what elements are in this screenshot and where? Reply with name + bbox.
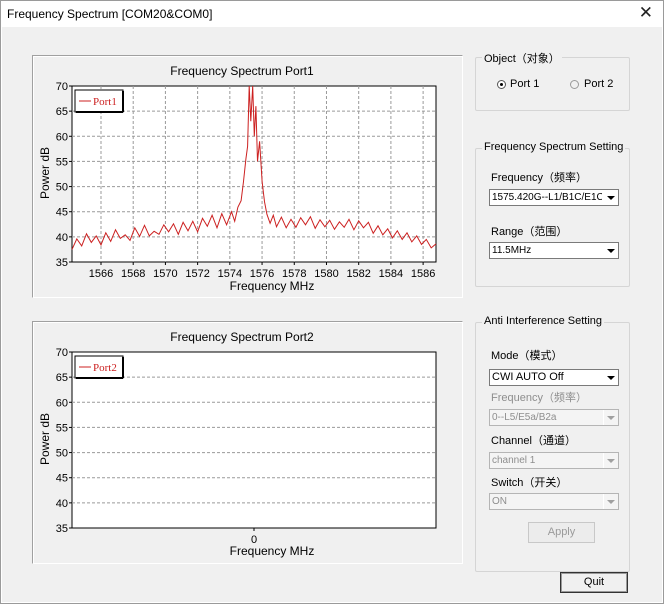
series-line-port1 [71,85,437,250]
x-tick-label: 1580 [314,268,338,280]
spectrum-setting-group: Frequency Spectrum Setting Frequency（频率）… [475,141,630,287]
ai-frequency-select-value: 0--L5/E5a/B2a [492,412,557,423]
title-bar: Frequency Spectrum [COM20&COM0] ✕ [1,1,663,27]
y-tick-label: 45 [56,207,68,219]
chevron-down-icon[interactable] [603,243,618,258]
y-tick-label: 70 [56,81,68,93]
chevron-down-icon [603,410,618,425]
x-tick-label: 1584 [379,268,403,280]
plot-area [71,351,437,529]
window-title: Frequency Spectrum [COM20&COM0] [7,7,213,21]
y-tick-label: 55 [56,422,68,434]
mode-select-value: CWI AUTO Off [492,371,564,383]
y-tick-label: 70 [56,347,68,359]
y-tick-label: 35 [56,257,68,269]
x-tick-label: 1570 [153,268,177,280]
port2-chart-panel: Frequency Spectrum Port2 Frequency MHz P… [32,321,463,564]
chevron-down-icon [603,453,618,468]
x-tick-label: 1572 [185,268,209,280]
ai-frequency-select: 0--L5/E5a/B2a [489,409,619,426]
port1-radio-label[interactable]: Port 1 [510,78,540,90]
range-select-value: 11.5MHz [492,245,532,256]
legend-label: Port1 [93,96,117,108]
mode-select[interactable]: CWI AUTO Off [489,369,619,386]
x-tick-label: 0 [251,534,257,546]
y-tick-label: 60 [56,131,68,143]
x-axis-label: Frequency MHz [230,279,315,293]
chevron-down-icon[interactable] [603,370,618,385]
port2-radio-label[interactable]: Port 2 [584,78,614,90]
range-select[interactable]: 11.5MHz [489,242,619,259]
port2-radio[interactable] [570,80,579,89]
chart-title: Frequency Spectrum Port1 [170,64,314,78]
y-axis-label: Power dB [38,147,52,199]
chevron-down-icon[interactable] [603,190,618,205]
y-tick-label: 50 [56,448,68,460]
y-tick-label: 45 [56,473,68,485]
y-tick-label: 50 [56,182,68,194]
port1-spectrum-chart: Frequency Spectrum Port1 Frequency MHz P… [38,64,437,293]
range-label: Range（范围） [491,226,568,238]
y-tick-label: 35 [56,523,68,535]
chart-title: Frequency Spectrum Port2 [170,330,314,344]
object-group-title: Object（对象） [482,50,562,66]
mode-label: Mode（模式） [491,350,563,362]
port1-chart-panel: Frequency Spectrum Port1 Frequency MHz P… [32,55,463,298]
switch-label: Switch（开关） [491,477,568,489]
x-tick-label: 1568 [121,268,145,280]
switch-select-value: ON [492,496,507,507]
channel-select: channel 1 [489,452,619,469]
channel-select-value: channel 1 [492,455,536,466]
object-group: Object（对象） Port 1 Port 2 [475,50,630,111]
anti-interference-group: Anti Interference Setting Mode（模式） CWI A… [475,315,630,572]
x-tick-label: 1576 [250,268,274,280]
y-tick-label: 55 [56,156,68,168]
ai-frequency-label: Frequency（频率） [491,392,587,404]
y-tick-label: 65 [56,106,68,118]
apply-button: Apply [528,522,595,543]
frequency-label: Frequency（频率） [491,172,587,184]
legend-label: Port2 [93,362,117,374]
frequency-select[interactable]: 1575.420G--L1/B1C/E1C [489,189,619,206]
switch-select: ON [489,493,619,510]
channel-label: Channel（通道） [491,435,576,447]
x-tick-label: 1586 [411,268,435,280]
x-tick-label: 1578 [282,268,306,280]
y-tick-label: 40 [56,498,68,510]
x-tick-label: 1574 [218,268,242,280]
x-tick-label: 1582 [346,268,370,280]
y-axis-label: Power dB [38,413,52,465]
quit-button[interactable]: Quit [560,572,628,593]
client-area: Frequency Spectrum Port1 Frequency MHz P… [2,27,662,602]
port1-radio[interactable] [497,80,506,89]
y-tick-label: 65 [56,372,68,384]
frequency-select-value: 1575.420G--L1/B1C/E1C [492,192,602,203]
x-tick-label: 1566 [89,268,113,280]
chevron-down-icon [603,494,618,509]
anti-interference-title: Anti Interference Setting [482,315,605,327]
y-tick-label: 40 [56,232,68,244]
spectrum-setting-title: Frequency Spectrum Setting [482,141,626,153]
close-icon[interactable]: ✕ [638,3,653,22]
y-tick-label: 60 [56,397,68,409]
x-axis-label: Frequency MHz [230,544,315,558]
port2-spectrum-chart: Frequency Spectrum Port2 Frequency MHz P… [38,330,437,558]
